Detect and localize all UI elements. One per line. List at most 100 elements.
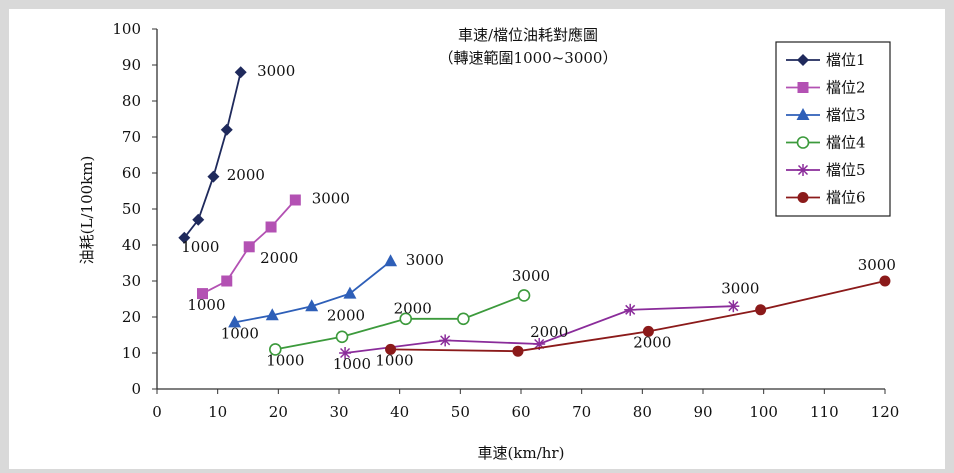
rpm-annotation: 2000 bbox=[530, 323, 568, 341]
rpm-annotation: 2000 bbox=[227, 166, 265, 184]
series-layer bbox=[178, 66, 891, 359]
series-2 bbox=[197, 194, 301, 300]
y-tick-label: 60 bbox=[122, 164, 141, 182]
legend-marker bbox=[797, 82, 809, 93]
series-3 bbox=[228, 254, 398, 328]
y-axis-label: 油耗(L/100km) bbox=[78, 156, 96, 265]
x-tick-label: 0 bbox=[152, 403, 162, 421]
x-tick-label: 40 bbox=[390, 403, 409, 421]
data-point bbox=[879, 275, 891, 287]
data-point bbox=[197, 288, 208, 300]
x-tick-label: 20 bbox=[269, 403, 288, 421]
y-tick-label: 90 bbox=[122, 56, 141, 74]
data-point bbox=[399, 312, 413, 326]
legend-item: 檔位4 bbox=[786, 134, 866, 152]
legend-marker bbox=[797, 192, 809, 203]
data-point bbox=[228, 315, 242, 328]
data-point bbox=[457, 312, 470, 326]
x-axis-label: 車速(km/hr) bbox=[478, 444, 565, 462]
point-annotations: 1000 2000 3000 1000 2000 3000 1000 2000 3000 1000… bbox=[181, 62, 896, 373]
rpm-annotation: 3000 bbox=[257, 62, 295, 80]
rpm-annotation: 3000 bbox=[406, 251, 444, 269]
y-tick-label: 30 bbox=[122, 272, 141, 290]
legend-label: 檔位3 bbox=[826, 106, 866, 124]
data-point bbox=[220, 123, 233, 136]
rpm-annotation: 1000 bbox=[266, 352, 304, 370]
data-point bbox=[234, 66, 247, 79]
legend-marker bbox=[796, 108, 810, 120]
y-tick-label: 100 bbox=[112, 20, 141, 38]
data-point bbox=[192, 213, 205, 226]
series-4 bbox=[268, 289, 531, 356]
x-tick-label: 60 bbox=[511, 403, 530, 421]
data-point bbox=[727, 300, 740, 313]
y-tick-label: 80 bbox=[122, 92, 141, 110]
legend-label: 檔位6 bbox=[826, 189, 866, 207]
x-tick-label: 80 bbox=[633, 403, 652, 421]
x-tick-label: 70 bbox=[572, 403, 591, 421]
rpm-annotation: 2000 bbox=[327, 307, 365, 325]
legend-marker bbox=[796, 136, 810, 149]
rpm-annotation: 1000 bbox=[221, 325, 259, 343]
data-point bbox=[243, 241, 255, 253]
data-point bbox=[642, 325, 654, 337]
y-tick-label: 40 bbox=[122, 236, 141, 254]
y-tick-label: 10 bbox=[122, 344, 141, 362]
data-point bbox=[385, 343, 397, 355]
x-tick-label: 50 bbox=[451, 403, 470, 421]
legend-item: 檔位6 bbox=[786, 189, 866, 207]
rpm-annotation: 1000 bbox=[181, 238, 219, 256]
data-point bbox=[384, 254, 398, 267]
legend-marker bbox=[797, 54, 809, 66]
legend-item: 檔位3 bbox=[786, 106, 866, 124]
rpm-annotation: 3000 bbox=[512, 267, 550, 285]
data-point bbox=[512, 345, 524, 357]
rpm-annotation: 2000 bbox=[260, 249, 298, 267]
y-tick-label: 50 bbox=[122, 200, 141, 218]
data-point bbox=[439, 334, 452, 347]
data-point bbox=[207, 170, 220, 183]
data-point bbox=[335, 330, 349, 344]
rpm-annotation: 2000 bbox=[633, 334, 671, 352]
data-point bbox=[755, 304, 767, 316]
series-6 bbox=[385, 275, 891, 357]
series-1 bbox=[178, 66, 247, 244]
data-point bbox=[343, 286, 357, 299]
legend-label: 檔位5 bbox=[826, 161, 866, 179]
data-point bbox=[265, 308, 279, 321]
rpm-annotation: 3000 bbox=[721, 280, 759, 298]
data-point bbox=[305, 299, 319, 312]
x-tick-label: 90 bbox=[693, 403, 712, 421]
data-point bbox=[339, 347, 352, 359]
x-tick-label: 120 bbox=[871, 403, 900, 421]
legend-item: 檔位1 bbox=[786, 51, 866, 69]
rpm-annotation: 1000 bbox=[187, 296, 225, 314]
legend-item: 檔位2 bbox=[786, 79, 866, 97]
chart-title: 車速/檔位油耗對應圖 bbox=[458, 26, 598, 44]
data-point bbox=[289, 194, 301, 206]
legend-label: 檔位2 bbox=[826, 79, 866, 97]
legend-label: 檔位1 bbox=[826, 51, 866, 69]
legend: 檔位1 檔位2 檔位3 檔位4 檔位5 檔位6 bbox=[775, 41, 891, 217]
x-tick-label: 30 bbox=[329, 403, 348, 421]
x-tick-label: 100 bbox=[749, 403, 778, 421]
legend-box bbox=[775, 41, 891, 217]
rpm-annotation: 3000 bbox=[858, 256, 896, 274]
rpm-annotation: 2000 bbox=[394, 299, 432, 317]
axes: 0 10 20 30 40 50 60 70 80 90 100 110 120 0 10 20 30 40 50 6… bbox=[112, 20, 899, 421]
chart-subtitle: （轉速範圍1000~3000） bbox=[439, 49, 618, 67]
data-point bbox=[517, 289, 531, 302]
legend-item: 檔位5 bbox=[786, 161, 866, 179]
rpm-annotation: 1000 bbox=[333, 355, 371, 373]
data-point bbox=[265, 221, 277, 233]
x-tick-label: 10 bbox=[208, 403, 227, 421]
y-tick-label: 70 bbox=[122, 128, 141, 146]
series-5 bbox=[339, 300, 740, 359]
data-point bbox=[221, 275, 233, 287]
x-tick-label: 110 bbox=[810, 403, 839, 421]
rpm-annotation: 3000 bbox=[312, 190, 350, 208]
y-tick-label: 0 bbox=[131, 380, 141, 398]
legend-marker bbox=[797, 164, 809, 176]
